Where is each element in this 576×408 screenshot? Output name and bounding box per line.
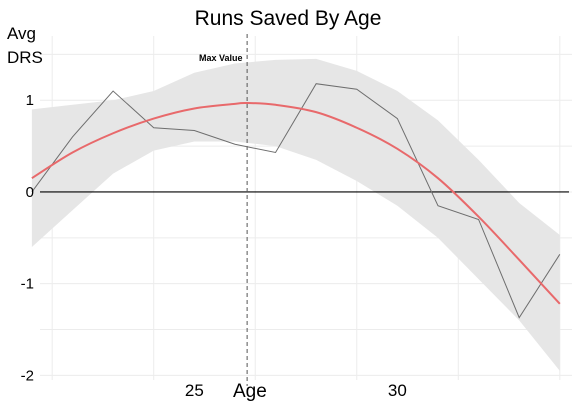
y-tick-label: -1	[21, 276, 34, 293]
y-axis-label-line-2: DRS	[7, 48, 43, 67]
fit-curve	[31, 101, 561, 305]
max-value-annotation: Max Value	[199, 53, 243, 63]
confidence-band-group	[31, 58, 560, 371]
y-axis-label-line-1: Avg	[7, 24, 36, 43]
y-tick-label: -2	[21, 367, 34, 384]
x-tick-labels: 25 30	[185, 381, 407, 400]
y-tick-label: 0	[26, 184, 34, 201]
y-tick-label: 1	[26, 92, 34, 109]
x-tick-label: 25	[185, 381, 204, 400]
confidence-band	[31, 58, 560, 371]
y-axis-label: Avg DRS	[7, 22, 43, 70]
actual-series-group	[31, 83, 561, 319]
x-tick-label: 30	[388, 381, 407, 400]
y-tick-labels: -2 -1 0 1	[21, 92, 34, 384]
fit-curve-group	[31, 101, 561, 305]
actual-series-line	[31, 83, 561, 319]
x-axis-label: Age	[233, 381, 267, 402]
chart-title: Runs Saved By Age	[194, 7, 382, 30]
